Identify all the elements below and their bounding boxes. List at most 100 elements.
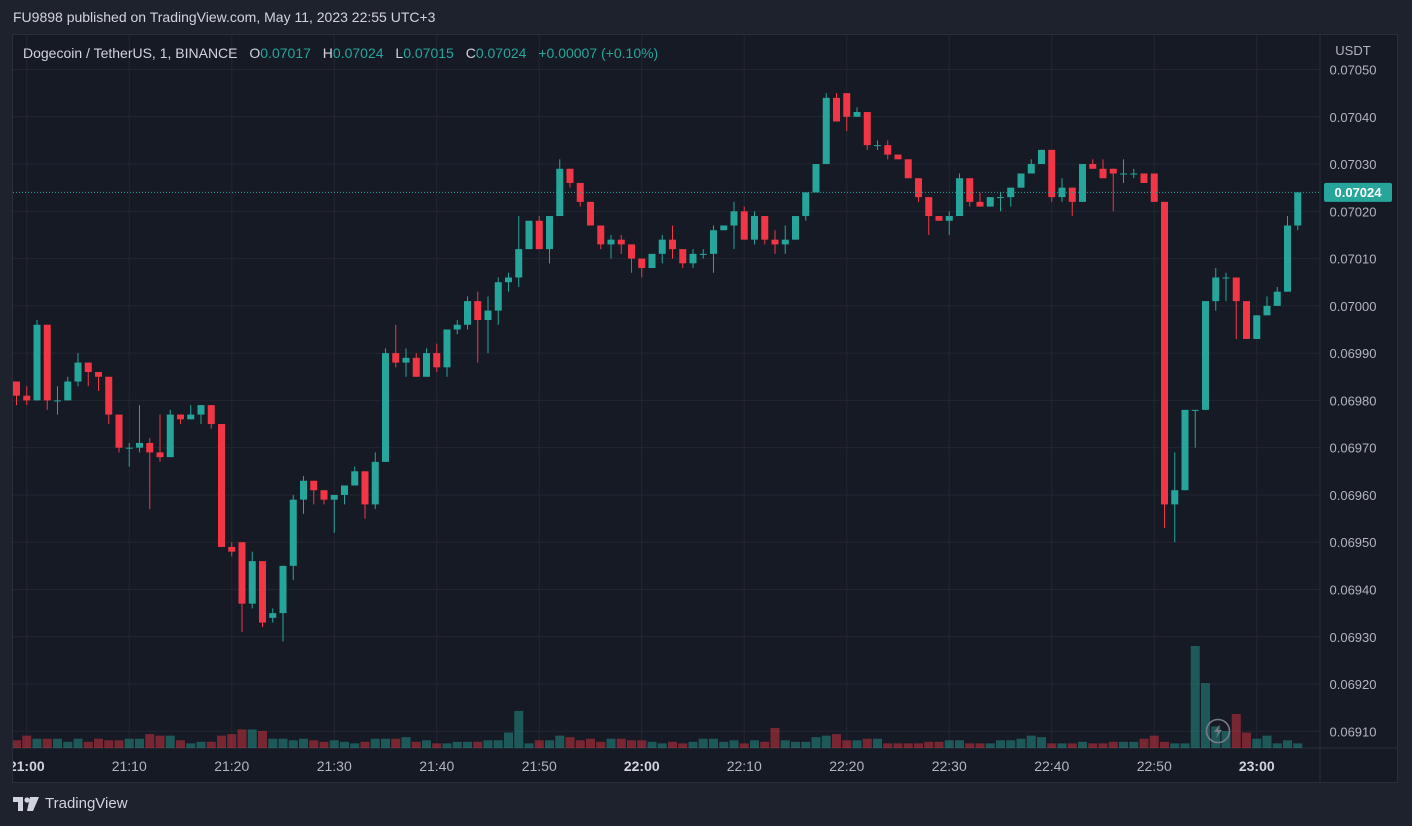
candle-body — [1212, 277, 1220, 302]
time-tick-label: 23:00 — [1239, 758, 1275, 774]
candle-body — [1099, 168, 1107, 179]
candle-body — [761, 216, 769, 240]
price-tick-label: 0.06970 — [1330, 441, 1377, 456]
volume-bar — [422, 740, 431, 748]
tradingview-logo[interactable]: TradingView — [13, 795, 128, 812]
candle — [894, 154, 902, 160]
candle-body — [884, 145, 892, 155]
volume-bar — [350, 743, 360, 748]
time-tick-label: 21:20 — [214, 758, 249, 774]
volume-bar — [463, 741, 472, 748]
price-chart[interactable]: 0.07050 0.07040 0.07030 0.07020 0.07010 0.070… — [13, 35, 1397, 782]
candle-body — [218, 424, 225, 547]
price-axis[interactable]: 0.07050 0.07040 0.07030 0.07020 0.07010 0.070… — [1330, 63, 1377, 740]
volume-bar — [1057, 743, 1067, 748]
time-tick-label: 21:10 — [112, 758, 147, 774]
candle-body — [351, 471, 359, 486]
volume-bar — [237, 729, 247, 748]
candle-body — [1181, 409, 1189, 491]
candle — [884, 140, 892, 160]
volume-bar — [309, 740, 319, 748]
candle — [761, 216, 769, 245]
candle — [576, 182, 584, 207]
volume-bar — [1006, 740, 1016, 748]
candle-body — [1058, 187, 1066, 198]
candle — [525, 220, 533, 250]
candle — [1038, 149, 1045, 165]
volume-bar — [1108, 741, 1118, 748]
candle — [904, 159, 912, 179]
time-tick-label: 21:00 — [13, 758, 45, 774]
candle-body — [1027, 164, 1035, 174]
price-tick-label: 0.06960 — [1330, 488, 1377, 503]
candle-body — [248, 561, 256, 604]
grid-lines — [13, 35, 1397, 782]
candle-body — [402, 357, 410, 363]
candle — [300, 476, 307, 514]
candle-body — [730, 211, 738, 226]
volume-bar — [1037, 737, 1046, 748]
candle-body — [966, 178, 974, 202]
candle-body — [1140, 173, 1148, 183]
high-value: 0.07024 — [332, 45, 384, 61]
volume-bar — [780, 740, 790, 748]
candle-body — [710, 230, 717, 254]
volume-bar — [53, 738, 62, 748]
candle-body — [535, 220, 543, 250]
candle — [248, 551, 256, 609]
volume-bar — [104, 740, 114, 748]
volume-bar — [924, 741, 934, 748]
candle-body — [95, 372, 102, 377]
candle — [915, 178, 922, 202]
candle-body — [607, 239, 615, 245]
candle-body — [1048, 149, 1056, 198]
time-axis[interactable]: 21:00 21:10 21:20 21:30 21:40 21:50 22:00 22:10… — [13, 758, 1275, 774]
candle-body — [207, 405, 215, 425]
candle — [228, 542, 236, 557]
volume-bar — [739, 743, 749, 748]
volume-bar — [606, 738, 616, 748]
volume-bar — [944, 740, 954, 748]
candle-body — [915, 178, 922, 198]
volume-bar — [627, 740, 636, 748]
volume-bar — [135, 738, 144, 748]
candle-body — [751, 216, 758, 240]
candle — [648, 253, 656, 269]
volume-bar — [637, 740, 647, 748]
volume-bar — [668, 741, 677, 748]
candle-body — [382, 353, 389, 462]
candle-body — [976, 201, 984, 207]
volume-bar — [862, 738, 872, 748]
lightning-icon[interactable] — [1205, 718, 1231, 744]
candle — [597, 225, 605, 250]
chart-pane[interactable]: 0.07050 0.07040 0.07030 0.07020 0.07010 0.070… — [12, 34, 1398, 783]
candle — [669, 225, 676, 259]
candle-body — [904, 159, 912, 179]
volume-bar — [176, 740, 185, 748]
candle — [986, 197, 994, 207]
candle — [976, 192, 984, 207]
volume-bar — [934, 741, 944, 748]
candle-body — [986, 197, 994, 207]
volume-bar — [432, 743, 442, 748]
volume-bar — [647, 741, 657, 748]
candle — [238, 542, 246, 633]
candle — [925, 197, 933, 235]
volume-bar — [340, 741, 349, 748]
volume-bar — [524, 743, 534, 748]
candle-body — [863, 112, 871, 146]
time-tick-label: 22:50 — [1137, 758, 1172, 774]
candle-body — [392, 353, 400, 363]
candle-body — [894, 154, 902, 160]
candle — [351, 466, 359, 486]
candle — [1294, 192, 1302, 231]
volume-bar — [801, 741, 811, 748]
volume-bar — [73, 738, 83, 748]
candle — [1253, 315, 1261, 339]
candle — [607, 234, 615, 259]
candle — [423, 348, 430, 377]
volume-bar — [883, 743, 893, 748]
candle-body — [945, 216, 953, 221]
change-value: +0.00007 (+0.10%) — [538, 45, 659, 61]
candle — [822, 93, 830, 165]
